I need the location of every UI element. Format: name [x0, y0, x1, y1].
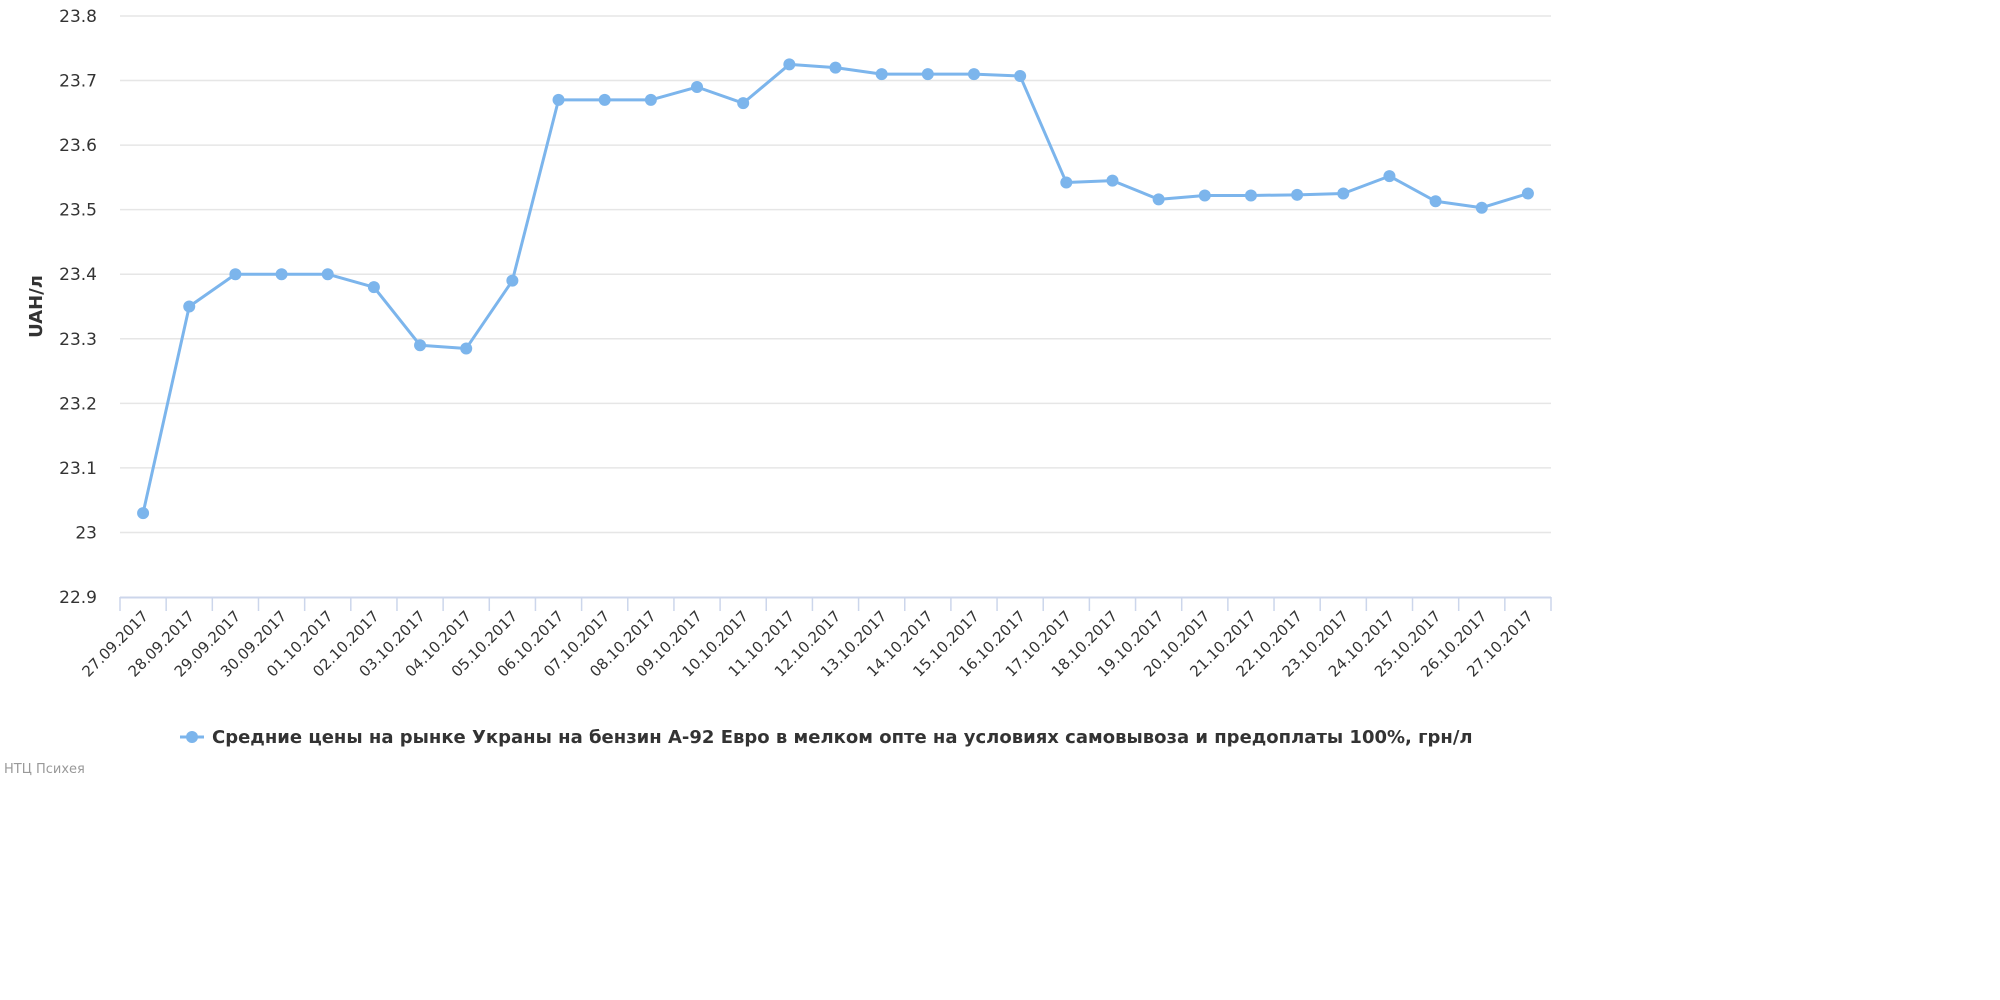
y-tick-label: 22.9: [59, 588, 97, 608]
credit-text[interactable]: НТЦ Психея: [4, 762, 85, 777]
y-tick-label: 23.2: [59, 394, 97, 414]
series-line: [141, 62, 1529, 514]
data-point: [1014, 70, 1027, 83]
data-point: [414, 339, 427, 352]
data-point: [644, 93, 657, 106]
data-point: [967, 68, 980, 81]
data-point: [1337, 187, 1350, 200]
data-point: [275, 268, 288, 281]
data-point: [137, 507, 150, 520]
legend-marker-icon: [186, 731, 198, 743]
data-point: [921, 68, 934, 81]
legend-item[interactable]: Средние цены на рынке Украны на бензин А…: [180, 727, 1473, 748]
y-tick-label: 23.4: [59, 265, 97, 285]
data-point: [1383, 170, 1396, 183]
data-point: [1429, 195, 1442, 208]
data-point: [1521, 187, 1534, 200]
data-point: [1198, 189, 1211, 202]
data-point: [183, 300, 196, 313]
data-point: [598, 93, 611, 106]
data-point: [875, 68, 888, 81]
y-tick-label: 23.1: [59, 459, 97, 479]
data-point: [1475, 201, 1488, 214]
data-point: [1291, 188, 1304, 201]
y-tick-label: 23.3: [59, 330, 97, 350]
y-axis-title: UAH/л: [26, 275, 47, 338]
y-tick-label: 23.8: [59, 7, 97, 27]
data-point: [1106, 174, 1119, 187]
data-point: [1060, 176, 1073, 189]
data-point: [367, 281, 380, 294]
data-point: [1244, 189, 1257, 202]
data-point: [229, 268, 242, 281]
y-tick-label: 23: [75, 523, 97, 543]
y-tick-label: 23.7: [59, 72, 97, 92]
data-point: [460, 342, 473, 355]
data-point: [321, 268, 334, 281]
data-point: [829, 61, 842, 74]
data-point: [552, 93, 565, 106]
data-point: [737, 97, 750, 110]
y-tick-label: 23.5: [59, 201, 97, 221]
data-point: [506, 274, 519, 287]
data-point: [783, 58, 796, 71]
data-point: [691, 81, 704, 94]
data-point: [1152, 193, 1165, 206]
y-tick-label: 23.6: [59, 136, 97, 156]
legend-label: Средние цены на рынке Украны на бензин А…: [212, 727, 1473, 748]
